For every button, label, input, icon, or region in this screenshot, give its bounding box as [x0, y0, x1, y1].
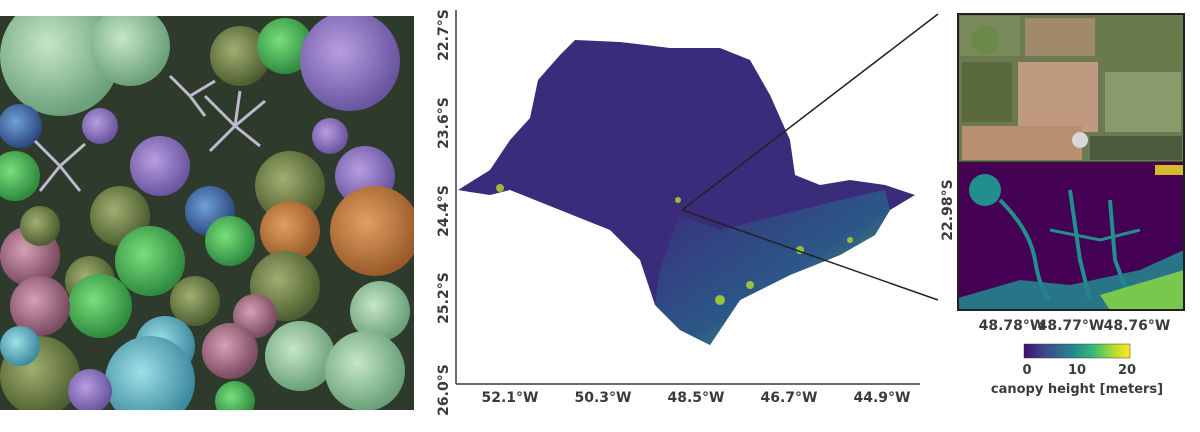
- x-tick-label: 46.7°W: [761, 390, 818, 406]
- zoom-indicator-lines: [681, 13, 939, 301]
- map-axes: [455, 10, 920, 385]
- palm-fronds: [33, 74, 266, 192]
- inset-x-tick-label: 48.76°W: [1104, 318, 1171, 334]
- y-tick-label: 24.4°S: [436, 185, 452, 237]
- inset-x-tick-label: 48.78°W: [979, 318, 1046, 334]
- coastal-forest: [655, 190, 890, 345]
- colorbar-label: canopy height [meters]: [991, 382, 1163, 397]
- y-tick-label: 23.6°S: [436, 97, 452, 149]
- inset-panel: 22.98°S 48.78°W 48.77°W 48.76°W 0 10 20 …: [940, 13, 1185, 397]
- inset-canopy-height: [958, 162, 1184, 310]
- x-tick-label: 48.5°W: [668, 390, 725, 406]
- colorbar-tick-label: 0: [1022, 363, 1031, 378]
- inset-y-tick-label: 22.98°S: [940, 179, 956, 240]
- tree-crowns: [0, 16, 414, 410]
- x-tick-label: 50.3°W: [575, 390, 632, 406]
- colorbar-tick-label: 20: [1118, 363, 1136, 378]
- inset-satellite-image: [958, 14, 1184, 162]
- forest-patches: [496, 184, 853, 305]
- x-tick-label: 44.9°W: [854, 390, 911, 406]
- colorbar-tick-label: 10: [1068, 363, 1086, 378]
- canopy-height-map: 22.7°S 23.6°S 24.4°S 25.2°S 26.0°S 52.1°…: [436, 9, 939, 416]
- x-tick-label: 52.1°W: [482, 390, 539, 406]
- colorbar: [1023, 343, 1131, 359]
- y-tick-label: 22.7°S: [436, 9, 452, 61]
- canopy-aerial-photo: [0, 16, 414, 410]
- y-tick-label: 25.2°S: [436, 272, 452, 324]
- inset-x-tick-label: 48.77°W: [1038, 318, 1105, 334]
- y-tick-label: 26.0°S: [436, 364, 452, 416]
